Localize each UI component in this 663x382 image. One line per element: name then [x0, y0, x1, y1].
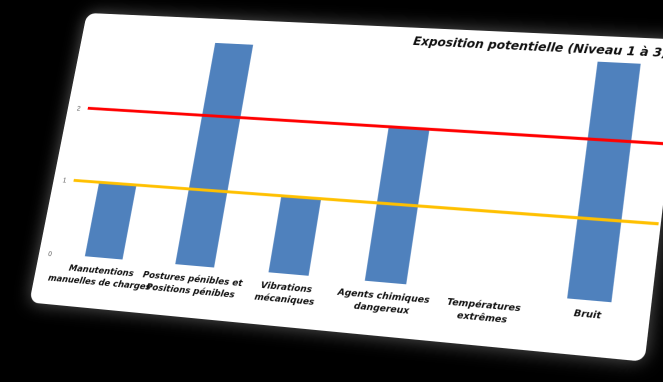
y-tick-label: 0: [47, 251, 52, 258]
bars: [85, 39, 641, 303]
x-category-label: Agents chimiquesdangereux: [334, 287, 430, 318]
bar: [175, 43, 253, 268]
chart-card: Exposition potentielle (Niveau 1 à 3) 0 1…: [29, 13, 663, 362]
category-labels: Manutentionsmanuelles de chargesPostures…: [47, 261, 603, 335]
x-category-label: Manutentionsmanuelles de charges: [47, 262, 154, 293]
x-category-label: Bruit: [573, 308, 603, 322]
x-category-label: Températuresextrêmes: [444, 296, 521, 327]
x-category-label: Vibrationsmécaniques: [254, 280, 317, 308]
reference-line: [74, 180, 659, 223]
reference-line: [88, 108, 663, 144]
x-category-label: Postures pénibles etPositions pénibles: [140, 269, 245, 301]
bar: [567, 62, 641, 303]
y-tick-label: 2: [76, 105, 81, 112]
bar: [269, 196, 322, 276]
reference-lines: [74, 108, 663, 224]
bar-chart: Exposition potentielle (Niveau 1 à 3) 0 1…: [29, 13, 663, 362]
bar: [85, 182, 137, 259]
y-tick-label: 1: [62, 178, 67, 185]
chart-title: Exposition potentielle (Niveau 1 à 3): [412, 34, 663, 60]
